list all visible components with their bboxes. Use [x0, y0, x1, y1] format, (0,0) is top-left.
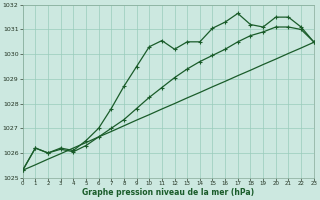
- X-axis label: Graphe pression niveau de la mer (hPa): Graphe pression niveau de la mer (hPa): [82, 188, 254, 197]
